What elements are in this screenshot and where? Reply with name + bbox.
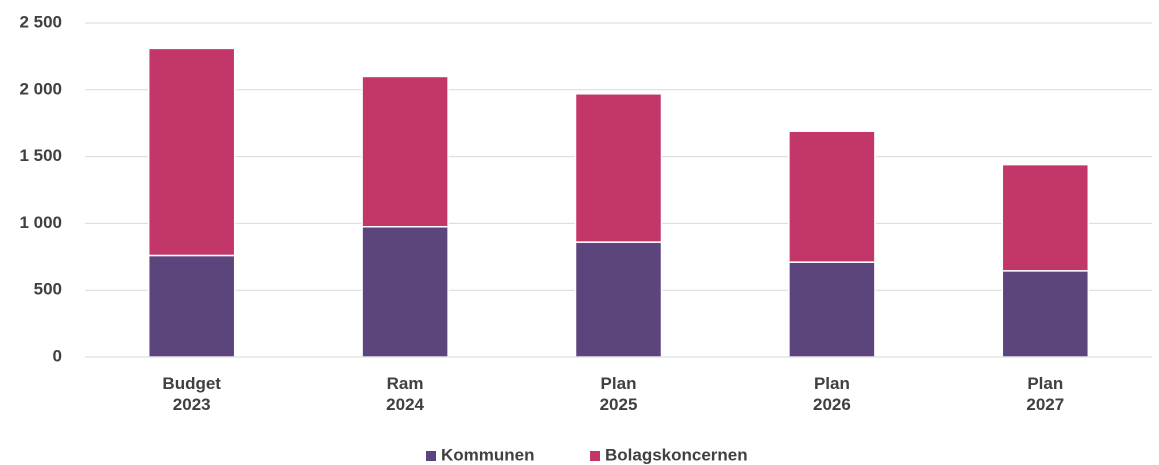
bar-segment	[788, 130, 876, 263]
bar-segment	[788, 261, 876, 358]
x-tick-label-line: Plan	[601, 374, 637, 393]
bar-segment	[361, 75, 449, 228]
legend-label: Bolagskoncernen	[605, 445, 748, 464]
legend-swatch	[426, 451, 436, 461]
bar-segment	[147, 254, 236, 358]
x-tick-label-line: 2025	[600, 395, 638, 414]
x-tick-label-line: Plan	[1027, 374, 1063, 393]
x-tick-label-line: Budget	[162, 374, 221, 393]
x-tick-label: Plan 2026	[813, 374, 851, 414]
bar-segment	[574, 241, 663, 358]
y-tick-label: 1 000	[19, 213, 62, 232]
y-tick-label: 1 500	[19, 146, 62, 165]
x-tick-label-line: 2026	[813, 395, 851, 414]
bar-segment	[361, 225, 449, 358]
bar-segment	[1001, 163, 1090, 272]
x-tick-label: Plan 2025	[600, 374, 638, 414]
y-tick-label: 2 500	[19, 12, 62, 31]
bar-segment	[1001, 270, 1090, 358]
legend-label: Kommunen	[441, 445, 535, 464]
x-tick-label-line: 2024	[386, 395, 424, 414]
bar-segment	[147, 47, 236, 257]
y-tick-label: 2 000	[19, 79, 62, 98]
y-tick-label: 0	[53, 346, 62, 365]
x-tick-label-line: 2023	[173, 395, 211, 414]
x-tick-label: Ram 2024	[386, 374, 424, 414]
x-tick-label: Budget 2023	[162, 374, 221, 414]
x-tick-label-line: Plan	[814, 374, 850, 393]
x-tick-label-line: 2027	[1026, 395, 1064, 414]
x-tick-label-line: Ram	[387, 374, 424, 393]
y-tick-label: 500	[34, 280, 62, 299]
legend-swatch	[590, 451, 600, 461]
bar-segment	[574, 93, 663, 243]
x-tick-label: Plan 2027	[1026, 374, 1064, 414]
